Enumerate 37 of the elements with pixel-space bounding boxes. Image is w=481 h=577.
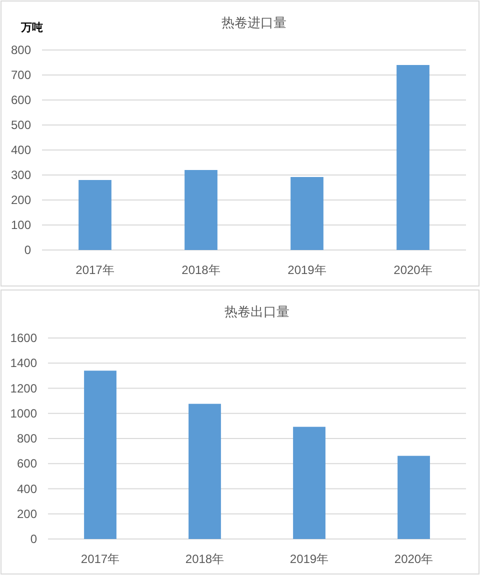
x-tick-label: 2020年 — [394, 263, 432, 277]
y-tick-label: 100 — [10, 218, 32, 232]
x-tick-label: 2017年 — [76, 263, 114, 277]
y-tick-label: 0 — [24, 243, 32, 257]
y-tick-label: 300 — [10, 168, 32, 182]
chart-title: 热卷进口量 — [222, 15, 286, 30]
x-tick-label: 2020年 — [394, 552, 434, 566]
y-tick-label: 0 — [30, 532, 38, 546]
y-tick-label: 400 — [10, 143, 32, 157]
y-tick-label: 1000 — [10, 406, 38, 420]
bar — [78, 180, 112, 250]
y-axis-title: 万吨 — [20, 21, 43, 34]
y-tick-label: 500 — [10, 118, 32, 132]
bar — [184, 170, 218, 250]
y-tick-label: 800 — [10, 43, 32, 57]
bar — [293, 426, 326, 539]
x-tick-label: 2018年 — [182, 263, 220, 277]
bar — [84, 370, 116, 539]
y-tick-label: 600 — [16, 456, 38, 471]
bar — [290, 177, 324, 250]
y-tick-label: 800 — [16, 432, 38, 446]
y-tick-label: 400 — [16, 482, 38, 496]
bar — [396, 65, 430, 250]
y-tick-label: 1200 — [10, 381, 38, 396]
y-tick-label: 200 — [10, 193, 32, 207]
y-tick-label: 1600 — [10, 331, 38, 345]
x-tick-label: 2018年 — [185, 552, 224, 566]
bar — [188, 404, 221, 539]
y-tick-label: 600 — [10, 93, 32, 107]
y-tick-label: 700 — [10, 68, 32, 82]
bar — [398, 456, 430, 539]
y-tick-label: 1400 — [10, 356, 38, 370]
x-tick-label: 2019年 — [288, 263, 326, 277]
y-tick-label: 200 — [16, 506, 38, 521]
x-tick-label: 2017年 — [80, 552, 120, 566]
x-tick-label: 2019年 — [290, 552, 329, 566]
chart-title: 热卷出口量 — [224, 304, 290, 319]
